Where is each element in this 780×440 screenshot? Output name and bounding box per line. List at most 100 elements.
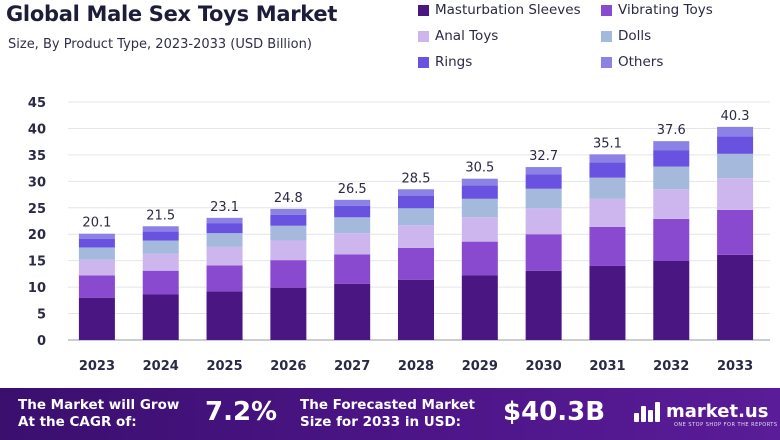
legend-item-vibrating-toys: Vibrating Toys [601, 2, 713, 18]
bar-segment [717, 178, 754, 210]
bar-segment [78, 275, 115, 298]
bar-total-label: 24.8 [274, 191, 303, 206]
bar-segment [525, 188, 562, 209]
bar-segment [589, 162, 626, 178]
forecast-label: The Forecasted Market Size for 2033 in U… [300, 397, 475, 431]
bar-segment [525, 270, 562, 340]
bar-segment [142, 270, 179, 295]
bar-segment [589, 198, 626, 227]
bar-segment [334, 254, 371, 284]
x-tick-label: 2030 [526, 359, 562, 374]
y-tick-label: 10 [28, 281, 46, 296]
bar-segment [525, 234, 562, 271]
bar-segment [461, 241, 498, 276]
bar-segment [717, 209, 754, 255]
legend-item-dolls: Dolls [601, 28, 651, 44]
stacked-bar-chart: 05101520253035404520.1202321.5202423.120… [28, 96, 770, 374]
bar-segment [270, 287, 307, 340]
y-tick-label: 25 [28, 202, 46, 217]
legend-item-masturbation-sleeves: Masturbation Sleeves [418, 2, 581, 18]
bar-total-label: 37.6 [657, 123, 686, 138]
bar-segment [78, 259, 115, 276]
bar-segment [398, 195, 434, 209]
x-tick-label: 2029 [462, 359, 498, 374]
x-tick-label: 2025 [206, 359, 242, 374]
bar-segment [206, 291, 243, 340]
bar-total-label: 21.5 [146, 208, 175, 223]
x-tick-label: 2026 [270, 359, 306, 374]
bar-segment [78, 233, 115, 239]
y-tick-label: 35 [28, 149, 46, 164]
bar-segment [206, 246, 243, 266]
bar-segment [142, 294, 179, 340]
bar-segment [461, 217, 498, 242]
legend-label: Masturbation Sleeves [435, 2, 581, 18]
bar-segment [717, 254, 754, 340]
legend-item-rings: Rings [418, 54, 472, 70]
bar-segment [398, 189, 434, 196]
bar-segment [461, 198, 498, 218]
legend-item-anal-toys: Anal Toys [418, 28, 498, 44]
bar-segment [270, 208, 307, 215]
bar-segment [653, 218, 690, 261]
legend-swatch [601, 56, 612, 68]
bar-segment [78, 238, 115, 248]
forecast-label-line2: Size for 2033 in USD: [300, 414, 462, 430]
chart-title: Global Male Sex Toys Market [6, 2, 338, 26]
bar-segment [206, 217, 243, 224]
bar-segment [461, 178, 498, 186]
bar-segment [78, 247, 115, 260]
y-tick-label: 40 [28, 122, 46, 137]
legend-item-others: Others [601, 54, 663, 70]
bar-segment [334, 205, 371, 218]
bar-segment [270, 240, 307, 261]
x-tick-label: 2023 [79, 359, 115, 374]
bar-segment [717, 126, 754, 137]
legend-label: Dolls [618, 28, 652, 44]
bar-segment [653, 150, 690, 167]
bar-total-label: 28.5 [402, 171, 431, 186]
bar-segment [653, 189, 690, 219]
y-tick-label: 15 [28, 255, 46, 270]
legend-swatch [418, 30, 429, 42]
y-tick-label: 0 [37, 334, 46, 349]
x-tick-label: 2031 [589, 359, 625, 374]
y-tick-label: 20 [28, 228, 46, 243]
brand-logo: market.us [634, 400, 768, 422]
bar-total-label: 35.1 [593, 136, 622, 151]
chart-subtitle: Size, By Product Type, 2023-2033 (USD Bi… [8, 37, 312, 52]
bar-segment [653, 166, 690, 190]
bar-segment [717, 136, 754, 154]
bar-segment [334, 283, 371, 340]
y-tick-label: 30 [28, 175, 46, 190]
bar-segment [142, 231, 179, 241]
bar-segment [525, 174, 562, 189]
bar-segment [206, 223, 243, 234]
y-tick-label: 5 [37, 308, 46, 323]
legend-label: Vibrating Toys [618, 2, 713, 18]
x-tick-label: 2028 [398, 359, 434, 374]
bar-segment [270, 214, 307, 226]
brand-name: market.us [666, 400, 769, 422]
bar-segment [653, 260, 690, 340]
legend-label: Others [618, 54, 664, 70]
bar-segment [142, 253, 179, 271]
bar-segment [78, 297, 115, 340]
legend-swatch [601, 4, 612, 16]
bar-total-label: 26.5 [338, 182, 367, 197]
bar-total-label: 30.5 [465, 161, 494, 176]
bar-segment [270, 260, 307, 288]
bar-segment [398, 225, 434, 248]
forecast-value: $40.3B [503, 397, 606, 427]
bar-segment [206, 233, 243, 247]
legend-label: Rings [435, 54, 473, 70]
bar-segment [461, 185, 498, 199]
bar-segment [717, 153, 754, 179]
bar-segment [589, 154, 626, 163]
bar-segment [206, 265, 243, 292]
legend-label: Anal Toys [435, 28, 499, 44]
x-tick-label: 2032 [653, 359, 689, 374]
bar-segment [334, 217, 371, 234]
bar-segment [653, 141, 690, 151]
bar-segment [461, 275, 498, 340]
